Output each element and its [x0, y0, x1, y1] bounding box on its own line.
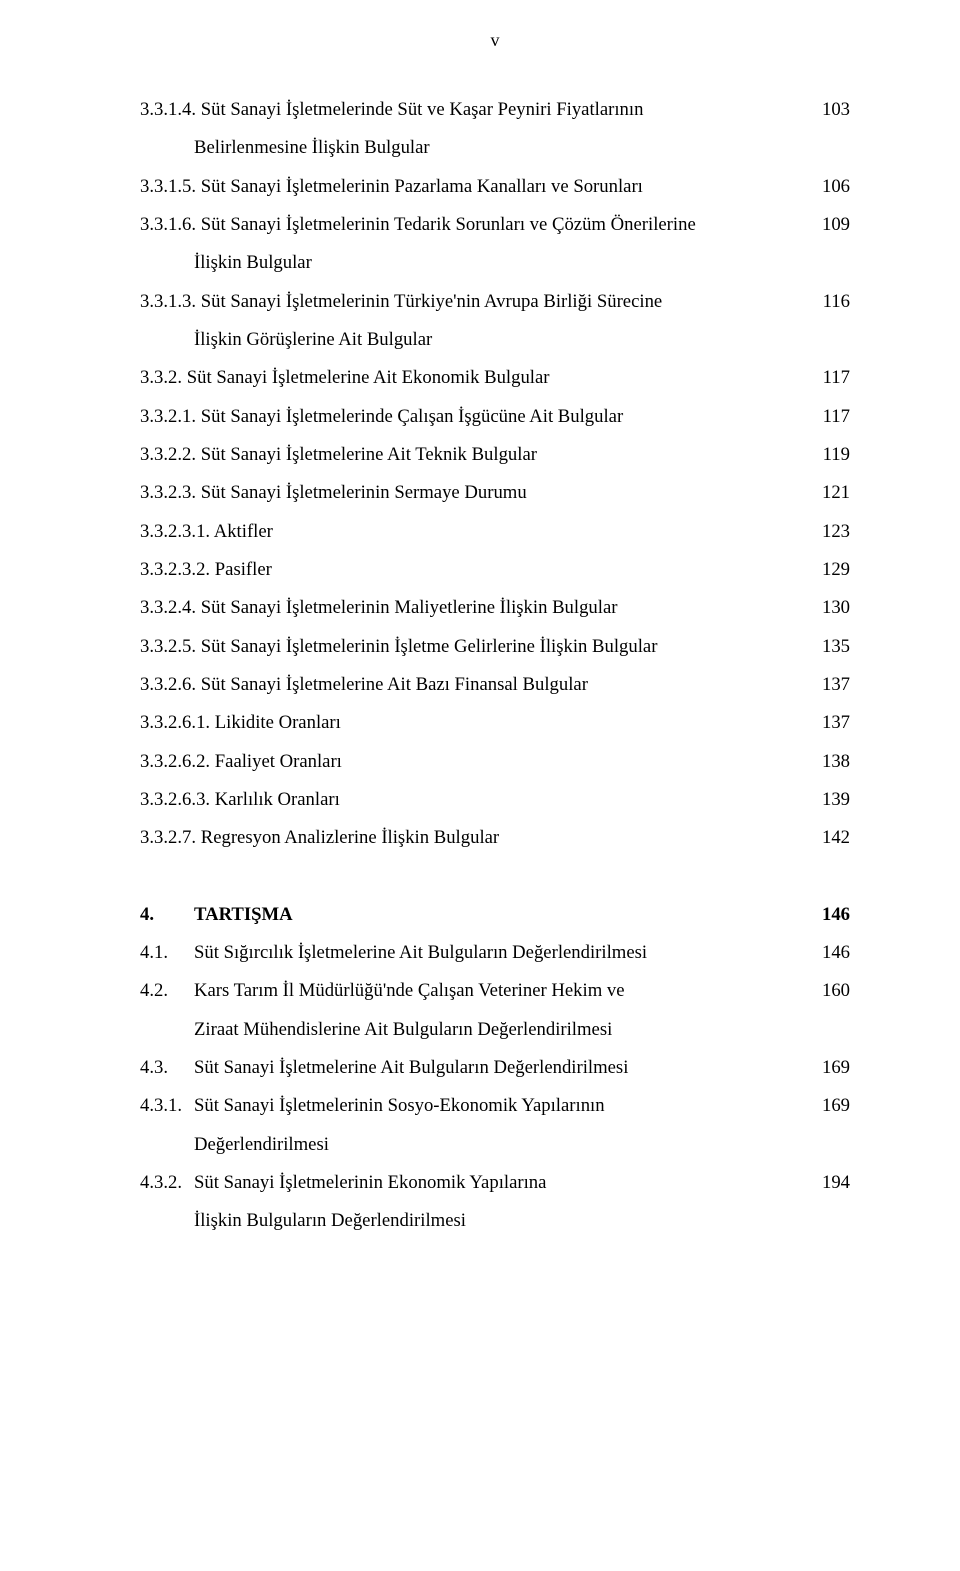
toc-entry-page: 106	[804, 168, 850, 206]
toc-entry-text: Süt Sanayi İşletmelerine Ait Bulguların …	[194, 1049, 628, 1087]
toc-entry: 4.1. Süt Sığırcılık İşletmelerine Ait Bu…	[140, 934, 850, 972]
toc-entry-number: 4.1.	[140, 934, 194, 972]
toc-entry: 4.3.1. Süt Sanayi İşletmelerinin Sosyo-E…	[140, 1087, 850, 1125]
toc-entry: 3.3.2.4. Süt Sanayi İşletmelerinin Maliy…	[140, 589, 850, 627]
toc-entry-page: 137	[804, 666, 850, 704]
toc-entry-page: 160	[804, 972, 850, 1010]
toc-entry: 3.3.2.6.1. Likidite Oranları 137	[140, 704, 850, 742]
toc-entry-text: 3.3.1.5. Süt Sanayi İşletmelerinin Pazar…	[140, 168, 804, 206]
toc-entry-page: 116	[804, 283, 850, 321]
toc-entry-text: 3.3.2.2. Süt Sanayi İşletmelerine Ait Te…	[140, 436, 804, 474]
toc-entry-continuation: İlişkin Bulguların Değerlendirilmesi	[140, 1202, 850, 1240]
toc-entry-text: 3.3.2.4. Süt Sanayi İşletmelerinin Maliy…	[140, 589, 804, 627]
toc-entry-text: 3.3.2.6.1. Likidite Oranları	[140, 704, 804, 742]
toc-entry-text: TARTIŞMA	[194, 896, 293, 934]
toc-entry-text: Süt Sığırcılık İşletmelerine Ait Bulgula…	[194, 934, 647, 972]
toc-entry: 3.3.2. Süt Sanayi İşletmelerine Ait Ekon…	[140, 359, 850, 397]
toc-entry: 3.3.2.7. Regresyon Analizlerine İlişkin …	[140, 819, 850, 857]
toc-entry-continuation: Belirlenmesine İlişkin Bulgular	[140, 129, 850, 167]
toc-entry-page: 135	[804, 628, 850, 666]
toc-entry-text: Süt Sanayi İşletmelerinin Sosyo-Ekonomik…	[194, 1087, 605, 1125]
toc-entry-text: 3.3.2.1. Süt Sanayi İşletmelerinde Çalış…	[140, 398, 804, 436]
toc-entry: 3.3.2.6.2. Faaliyet Oranları 138	[140, 743, 850, 781]
toc-entry: 3.3.2.1. Süt Sanayi İşletmelerinde Çalış…	[140, 398, 850, 436]
toc-entry-continuation: Değerlendirilmesi	[140, 1126, 850, 1164]
toc-entry-page: 142	[804, 819, 850, 857]
toc-entry-text: 3.3.2.3.2. Pasifler	[140, 551, 804, 589]
toc-section-3: 3.3.1.4. Süt Sanayi İşletmelerinde Süt v…	[140, 91, 850, 858]
toc-entry-page: 123	[804, 513, 850, 551]
toc-entry-page: 138	[804, 743, 850, 781]
toc-entry: 3.3.2.2. Süt Sanayi İşletmelerine Ait Te…	[140, 436, 850, 474]
toc-entry-text: 3.3.2.5. Süt Sanayi İşletmelerinin İşlet…	[140, 628, 804, 666]
toc-entry-number: 4.3.	[140, 1049, 194, 1087]
toc-entry-text: 3.3.2.6. Süt Sanayi İşletmelerine Ait Ba…	[140, 666, 804, 704]
toc-entry-text: Süt Sanayi İşletmelerinin Ekonomik Yapıl…	[194, 1164, 546, 1202]
toc-entry: 3.3.2.3. Süt Sanayi İşletmelerinin Serma…	[140, 474, 850, 512]
toc-entry-page: 129	[804, 551, 850, 589]
toc-entry-page: 130	[804, 589, 850, 627]
toc-entry: 4.2. Kars Tarım İl Müdürlüğü'nde Çalışan…	[140, 972, 850, 1010]
section-gap	[140, 858, 850, 896]
toc-entry-text: 3.3.1.3. Süt Sanayi İşletmelerinin Türki…	[140, 283, 804, 321]
toc-entry: 3.3.2.5. Süt Sanayi İşletmelerinin İşlet…	[140, 628, 850, 666]
toc-entry-text: 3.3.2.6.2. Faaliyet Oranları	[140, 743, 804, 781]
toc-entry: 3.3.2.3.1. Aktifler 123	[140, 513, 850, 551]
toc-entry: 3.3.2.3.2. Pasifler 129	[140, 551, 850, 589]
toc-entry-text: 3.3.1.4. Süt Sanayi İşletmelerinde Süt v…	[140, 91, 804, 129]
toc-entry-text: 3.3.1.6. Süt Sanayi İşletmelerinin Tedar…	[140, 206, 804, 244]
toc-entry: 3.3.1.5. Süt Sanayi İşletmelerinin Pazar…	[140, 168, 850, 206]
toc-heading: 4. TARTIŞMA 146	[140, 896, 850, 934]
toc-entry-continuation: İlişkin Bulgular	[140, 244, 850, 282]
toc-entry: 3.3.1.6. Süt Sanayi İşletmelerinin Tedar…	[140, 206, 850, 244]
toc-entry-page: 169	[804, 1049, 850, 1087]
toc-entry-page: 139	[804, 781, 850, 819]
toc-entry: 3.3.2.6.3. Karlılık Oranları 139	[140, 781, 850, 819]
toc-entry-text: 3.3.2.3.1. Aktifler	[140, 513, 804, 551]
toc-entry-continuation: İlişkin Görüşlerine Ait Bulgular	[140, 321, 850, 359]
toc-entry: 4.3.2. Süt Sanayi İşletmelerinin Ekonomi…	[140, 1164, 850, 1202]
toc-entry-text: Kars Tarım İl Müdürlüğü'nde Çalışan Vete…	[194, 972, 625, 1010]
toc-entry-text: 3.3.2. Süt Sanayi İşletmelerine Ait Ekon…	[140, 359, 804, 397]
toc-entry: 3.3.1.3. Süt Sanayi İşletmelerinin Türki…	[140, 283, 850, 321]
toc-entry-page: 146	[804, 934, 850, 972]
toc-entry-page: 119	[804, 436, 850, 474]
toc-entry: 3.3.2.6. Süt Sanayi İşletmelerine Ait Ba…	[140, 666, 850, 704]
toc-entry-page: 146	[804, 896, 850, 934]
toc-entry-text: 3.3.2.7. Regresyon Analizlerine İlişkin …	[140, 819, 804, 857]
toc-entry-page: 117	[804, 398, 850, 436]
document-page: v 3.3.1.4. Süt Sanayi İşletmelerinde Süt…	[0, 0, 960, 1571]
toc-entry-number: 4.3.1.	[140, 1087, 194, 1125]
toc-entry-page: 109	[804, 206, 850, 244]
toc-section-4: 4. TARTIŞMA 146 4.1. Süt Sığırcılık İşle…	[140, 896, 850, 1241]
toc-entry-page: 117	[804, 359, 850, 397]
toc-entry-continuation: Ziraat Mühendislerine Ait Bulguların Değ…	[140, 1011, 850, 1049]
toc-entry-text: 3.3.2.3. Süt Sanayi İşletmelerinin Serma…	[140, 474, 804, 512]
toc-entry-number: 4.3.2.	[140, 1164, 194, 1202]
toc-entry-page: 137	[804, 704, 850, 742]
toc-entry-text: 3.3.2.6.3. Karlılık Oranları	[140, 781, 804, 819]
toc-entry-page: 194	[804, 1164, 850, 1202]
toc-entry: 3.3.1.4. Süt Sanayi İşletmelerinde Süt v…	[140, 91, 850, 129]
toc-entry: 4.3. Süt Sanayi İşletmelerine Ait Bulgul…	[140, 1049, 850, 1087]
page-number: v	[140, 30, 850, 51]
toc-entry-number: 4.	[140, 896, 194, 934]
toc-entry-number: 4.2.	[140, 972, 194, 1010]
toc-entry-page: 121	[804, 474, 850, 512]
toc-entry-page: 103	[804, 91, 850, 129]
toc-entry-page: 169	[804, 1087, 850, 1125]
